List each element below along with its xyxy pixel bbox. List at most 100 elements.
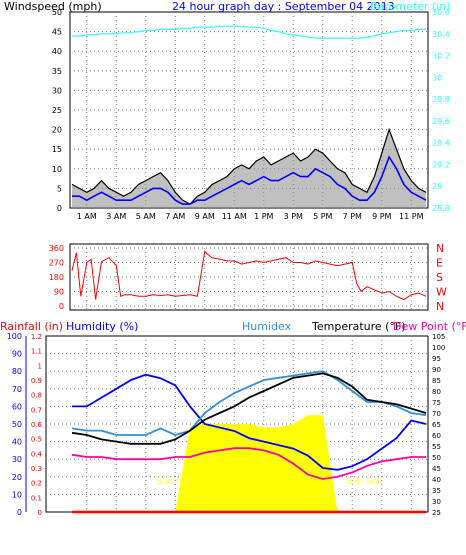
temperature-ytick-label: 30 [432, 498, 441, 506]
temperature-ytick-label: 65 [432, 421, 441, 429]
barometer-ytick-label: 28.8 [432, 204, 450, 213]
temperature-ytick-label: 90 [432, 366, 441, 374]
dir-ytick-label: 90 [54, 288, 64, 297]
wind-ytick-label: 20 [52, 126, 62, 135]
x-tick-label: 11 AM [222, 212, 247, 221]
barometer-ytick-label: 30.4 [432, 30, 450, 39]
compass-label: W [436, 286, 447, 299]
x-tick-label: 7 PM [343, 212, 362, 221]
temperature-ytick-label: 55 [432, 443, 441, 451]
barometer-ytick-label: 29 [432, 182, 442, 191]
x-tick-label: 3 PM [284, 212, 303, 221]
x-tick-label: 3 AM [106, 212, 126, 221]
temperature-ytick-label: 105 [432, 333, 445, 341]
rain-ytick-label: 0.3 [31, 465, 42, 473]
humidity-axis-label: Humidity (%) [66, 320, 138, 333]
humidex-label: Humidex [242, 320, 292, 333]
humidex-line [71, 370, 427, 436]
temperature-line [71, 372, 427, 445]
rain-ytick-label: 0.8 [31, 392, 42, 400]
wind-ytick-label: 40 [52, 47, 62, 56]
humidity-ytick-label: 10 [12, 490, 22, 499]
rain-ytick-label: 0.4 [31, 450, 43, 458]
humidity-ytick-label: 50 [12, 420, 22, 429]
rain-ytick-label: 0 [38, 509, 42, 517]
humidity-ytick-label: 70 [12, 385, 22, 394]
humidity-ytick-label: 100 [7, 332, 22, 341]
x-tick-label: 7 AM [165, 212, 185, 221]
temperature-ytick-label: 70 [432, 410, 441, 418]
x-tick-label: 9 PM [372, 212, 391, 221]
humidity-ytick-label: 60 [12, 402, 22, 411]
temperature-ytick-label: 75 [432, 399, 441, 407]
axes-layer: 0510152025303540455028.82929.229.429.629… [7, 8, 450, 517]
rain-ytick-label: 0.9 [31, 377, 42, 385]
x-tick-label: 1 PM [254, 212, 273, 221]
x-tick-label: 9 AM [195, 212, 215, 221]
wind-ytick-label: 35 [52, 67, 62, 76]
rainfall-axis-label: Rainfall (in) [0, 320, 63, 333]
rain-ytick-label: 1.1 [31, 348, 42, 356]
barometer-line [72, 25, 426, 39]
wind-average-line [72, 155, 427, 205]
wind-direction-line [71, 250, 427, 301]
x-tick-label: 11 PM [399, 212, 424, 221]
wind-ytick-label: 0 [57, 204, 62, 213]
wind-ytick-label: 30 [52, 86, 62, 95]
compass-label: S [436, 271, 443, 284]
barometer-ytick-label: 29.4 [432, 139, 450, 148]
sunrise-annotation: Sun Ris [156, 477, 190, 487]
wind-ytick-label: 45 [52, 28, 62, 37]
wind-ytick-label: 50 [52, 8, 62, 17]
sunset-annotation: Sun Set [346, 477, 381, 487]
temperature-ytick-label: 50 [432, 454, 441, 462]
temperature-ytick-label: 60 [432, 432, 441, 440]
temperature-ytick-label: 95 [432, 355, 441, 363]
barometer-ytick-label: 30.2 [432, 52, 450, 61]
rain-ytick-label: 1.2 [31, 333, 42, 341]
x-tick-label: 5 PM [313, 212, 332, 221]
dew-point-axis-label: Dew Point (°F) [393, 320, 466, 333]
compass-label: E [436, 257, 443, 270]
wind-ytick-label: 10 [52, 165, 62, 174]
humidity-ytick-label: 30 [12, 455, 22, 464]
barometer-ytick-label: 29.8 [432, 95, 450, 104]
wind-ytick-label: 15 [52, 145, 62, 154]
compass-label: N [436, 242, 444, 255]
temperature-axis-label: Temperature (°F) [311, 320, 406, 333]
humidity-ytick-label: 40 [12, 438, 22, 447]
dir-ytick-label: 360 [49, 244, 64, 253]
humidity-line [72, 373, 427, 471]
rain-ytick-label: 0.6 [31, 421, 43, 429]
data-layer [71, 25, 427, 514]
barometer-ytick-label: 29.2 [432, 160, 450, 169]
chart-title: 24 hour graph day : September 04 2013 [172, 0, 395, 13]
barometer-ytick-label: 30.6 [432, 8, 450, 17]
humidity-ytick-label: 0 [17, 508, 22, 517]
x-tick-label: 1 AM [77, 212, 97, 221]
dir-ytick-label: 0 [59, 302, 64, 311]
x-tick-label: 5 AM [136, 212, 156, 221]
barometer-ytick-label: 29.6 [432, 117, 450, 126]
humidity-ytick-label: 20 [12, 473, 22, 482]
rain-ytick-label: 0.2 [31, 480, 42, 488]
dir-ytick-label: 180 [49, 273, 64, 282]
windspeed-line [71, 127, 427, 205]
compass-label: N [436, 300, 444, 313]
temperature-ytick-label: 45 [432, 465, 441, 473]
wind-direction-panel-frame [69, 243, 429, 311]
temperature-ytick-label: 40 [432, 476, 441, 484]
rain-ytick-label: 1 [38, 362, 42, 370]
rain-ytick-label: 0.5 [31, 436, 42, 444]
barometer-axis-label: Barometer (in) [370, 0, 451, 13]
barometer-ytick-label: 30 [432, 73, 442, 82]
wind-ytick-label: 5 [57, 184, 62, 193]
rain-ytick-label: 0.7 [31, 406, 42, 414]
dew-point-line [71, 447, 426, 480]
temperature-ytick-label: 85 [432, 377, 441, 385]
temperature-ytick-label: 80 [432, 388, 441, 396]
rain-ytick-label: 0.1 [31, 494, 42, 502]
wind-ytick-label: 25 [52, 106, 62, 115]
